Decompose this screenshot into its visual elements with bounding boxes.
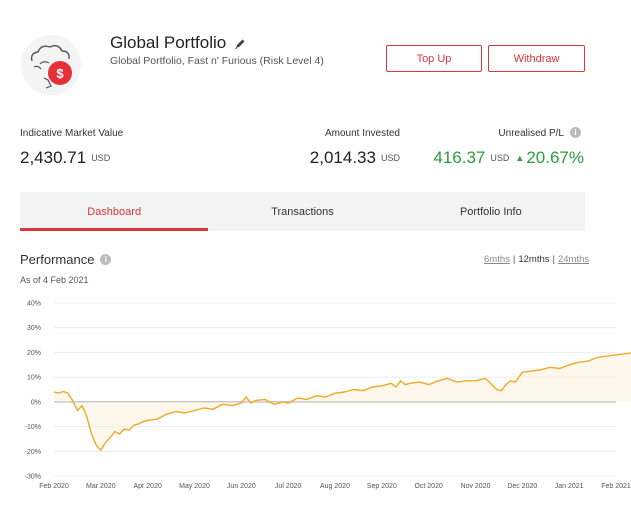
series-line bbox=[53, 352, 631, 451]
range-6mths[interactable]: 6mths bbox=[484, 254, 510, 265]
unrealised-pl-percent: 20.67% bbox=[526, 148, 584, 167]
amount-invested: 2,014.33 USD bbox=[310, 148, 400, 168]
x-tick-label: Mar 2020 bbox=[86, 483, 116, 490]
market-value-unit: USD bbox=[91, 153, 111, 163]
portfolio-title: Global Portfolio bbox=[110, 33, 227, 52]
y-tick-label: -30% bbox=[25, 474, 41, 481]
x-tick-label: Feb 2020 bbox=[39, 483, 69, 490]
range-selector: 6mths | 12mths | 24mths bbox=[484, 254, 590, 265]
amount-invested-value: 2,014.33 bbox=[309, 148, 376, 167]
x-tick-label: Aug 2020 bbox=[320, 483, 350, 490]
series-area bbox=[54, 352, 631, 451]
amount-invested-unit: USD bbox=[380, 153, 400, 163]
tab-transactions[interactable]: Transactions bbox=[271, 205, 334, 218]
unrealised-pl-value: 416.37 bbox=[433, 148, 486, 167]
pencil-icon[interactable] bbox=[234, 37, 246, 49]
tab-dashboard[interactable]: Dashboard bbox=[20, 192, 209, 231]
x-tick-label: Nov 2020 bbox=[461, 483, 491, 490]
withdraw-button[interactable]: Withdraw bbox=[488, 45, 585, 72]
tab-portfolio-info[interactable]: Portfolio Info bbox=[459, 205, 522, 218]
y-tick-label: 40% bbox=[27, 301, 41, 308]
title-row: Global Portfolio bbox=[110, 33, 246, 53]
performance-title: Performance bbox=[20, 252, 95, 267]
x-tick-label: Jul 2020 bbox=[275, 483, 302, 490]
x-tick-label: Apr 2020 bbox=[133, 483, 162, 490]
market-value-amount: 2,430.71 bbox=[20, 148, 87, 167]
market-value-label: Indicative Market Value bbox=[20, 128, 124, 139]
y-tick-label: 10% bbox=[27, 375, 41, 382]
amount-invested-label: Amount Invested bbox=[324, 128, 400, 139]
performance-heading: Performance i bbox=[20, 252, 112, 267]
unrealised-pl-unit: USD bbox=[490, 153, 510, 163]
y-tick-label: 30% bbox=[27, 325, 41, 332]
tab-bar: Dashboard Transactions Portfolio Info bbox=[20, 192, 585, 231]
y-tick-label: -20% bbox=[25, 449, 41, 456]
x-tick-label: Dec 2020 bbox=[507, 483, 537, 490]
x-tick-label: Sep 2020 bbox=[367, 483, 397, 490]
as-of-date: As of 4 Feb 2021 bbox=[20, 275, 89, 285]
unrealised-pl: 416.37 USD ▲ 20.67% bbox=[433, 148, 584, 168]
info-icon[interactable]: i bbox=[570, 127, 581, 138]
x-tick-label: Feb 2021 bbox=[601, 483, 631, 490]
y-tick-label: -10% bbox=[25, 424, 41, 431]
top-up-button[interactable]: Top Up bbox=[386, 45, 482, 72]
svg-text:$: $ bbox=[56, 66, 64, 81]
range-12mths[interactable]: 12mths bbox=[518, 254, 550, 265]
x-tick-label: May 2020 bbox=[179, 483, 210, 490]
info-icon[interactable]: i bbox=[100, 254, 112, 265]
x-tick-label: Jun 2020 bbox=[227, 483, 256, 490]
portfolio-subtitle: Global Portfolio, Fast n' Furious (Risk … bbox=[110, 55, 324, 67]
arrow-up-icon: ▲ bbox=[515, 153, 525, 163]
range-24mths[interactable]: 24mths bbox=[557, 254, 590, 265]
performance-chart: 40% 30% 20% 10% 0% -10% -20% -30% Feb 2020 Mar 20… bbox=[25, 301, 631, 490]
unrealised-pl-label: Unrealised P/L bbox=[498, 128, 564, 139]
y-tick-label: 0% bbox=[31, 399, 41, 406]
portfolio-logo: $ bbox=[20, 34, 82, 96]
y-tick-label: 20% bbox=[27, 350, 41, 357]
x-tick-label: Jan 2021 bbox=[555, 483, 584, 490]
market-value: 2,430.71 USD bbox=[20, 148, 110, 168]
x-tick-label: Oct 2020 bbox=[414, 483, 443, 490]
